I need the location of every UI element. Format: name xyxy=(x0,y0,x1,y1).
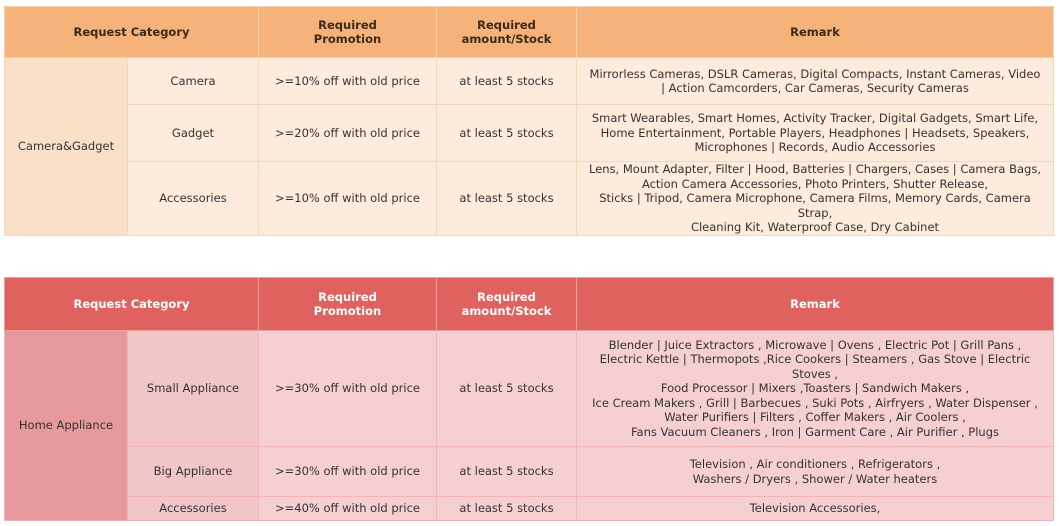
amount-cell: at least 5 stocks xyxy=(436,57,577,105)
subcategory-cell: Accessories xyxy=(127,496,259,521)
amount-cell: at least 5 stocks xyxy=(436,446,577,497)
subcategory-cell: Big Appliance xyxy=(127,446,259,497)
remark-line: Blender | Juice Extractors , Microwave |… xyxy=(608,337,1022,352)
header-request-category: Request Category xyxy=(4,277,259,331)
header-required-amount: Required amount/Stock xyxy=(436,6,577,58)
remark-cell: Mirrorless Cameras, DSLR Cameras, Digita… xyxy=(576,57,1054,105)
remark-line: Cleaning Kit, Waterproof Case, Dry Cabin… xyxy=(690,220,940,234)
subcategory-cell: Small Appliance xyxy=(127,330,259,447)
table-row: Camera&Gadget Camera >=10% off with old … xyxy=(4,57,1054,236)
remark-line: Sticks | Tripod, Camera Microphone, Came… xyxy=(599,191,1031,220)
remark-cell: Blender | Juice Extractors , Microwave |… xyxy=(576,330,1054,447)
header-line: Promotion xyxy=(313,32,382,46)
header-line: amount/Stock xyxy=(461,32,552,46)
table-row: Gadget >=20% off with old price at least… xyxy=(5,104,1054,162)
subcategory-cell: Gadget xyxy=(127,104,259,162)
remark-line: Mirrorless Cameras, DSLR Cameras, Digita… xyxy=(589,66,1041,81)
remark-line: Lens, Mount Adapter, Filter | Hood, Batt… xyxy=(589,162,1041,176)
header-required-promotion: Required Promotion xyxy=(258,6,437,58)
amount-cell: at least 5 stocks xyxy=(436,496,577,521)
header-line: Required xyxy=(477,17,536,32)
category-cell: Camera&Gadget xyxy=(4,57,128,236)
remark-line: Ice Cream Makers , Grill | Barbecues , S… xyxy=(592,395,1038,410)
header-line: Promotion xyxy=(313,304,382,318)
promotion-cell: >=10% off with old price xyxy=(258,57,437,105)
header-remark: Remark xyxy=(576,277,1054,331)
remark-cell: Television Accessories, xyxy=(576,496,1054,521)
amount-cell: at least 5 stocks xyxy=(436,330,577,447)
remark-line: Action Camera Accessories, Photo Printer… xyxy=(641,176,989,191)
header-request-category: Request Category xyxy=(4,6,259,58)
promotion-cell: >=40% off with old price xyxy=(258,496,437,521)
amount-cell: at least 5 stocks xyxy=(436,104,577,162)
header-line: Required xyxy=(477,289,536,304)
remark-line: Food Processor | Mixers ,Toasters | Sand… xyxy=(660,381,970,396)
promotion-cell: >=10% off with old price xyxy=(258,161,437,236)
header-line: amount/Stock xyxy=(461,304,552,318)
subcategory-cell: Accessories xyxy=(127,161,259,236)
camera-gadget-table: Request Category Required Promotion Requ… xyxy=(4,6,1054,236)
amount-cell: at least 5 stocks xyxy=(436,161,577,236)
table-row: Accessories >=10% off with old price at … xyxy=(5,161,1054,236)
remark-line: Microphones | Records, Audio Accessories xyxy=(694,140,936,155)
remark-line: Water Purifiers | Filters , Coffer Maker… xyxy=(664,410,966,425)
remark-line: Television Accessories, xyxy=(749,501,881,516)
promotion-cell: >=30% off with old price xyxy=(258,446,437,497)
remark-line: | Action Camcorders, Car Cameras, Securi… xyxy=(661,81,969,95)
promotion-cell: >=20% off with old price xyxy=(258,104,437,162)
category-cell: Home Appliance xyxy=(4,330,128,521)
remark-line: Electric Kettle | Thermopots ,Rice Cooke… xyxy=(599,352,1031,381)
remark-line: Fans Vacuum Cleaners , Iron | Garment Ca… xyxy=(630,424,1000,439)
table-header-row: Request Category Required Promotion Requ… xyxy=(4,277,1054,331)
subcategory-cell: Camera xyxy=(127,57,259,105)
remark-line: Home Entertainment, Portable Players, He… xyxy=(600,125,1030,140)
table-row: Home Appliance Small Appliance >=30% off… xyxy=(4,330,1054,521)
remark-cell: Television , Air conditioners , Refriger… xyxy=(576,446,1054,497)
header-remark: Remark xyxy=(576,6,1054,58)
header-line: Required xyxy=(318,289,377,304)
header-required-amount: Required amount/Stock xyxy=(436,277,577,331)
promotion-cell: >=30% off with old price xyxy=(258,330,437,447)
remark-cell: Lens, Mount Adapter, Filter | Hood, Batt… xyxy=(576,161,1054,236)
header-required-promotion: Required Promotion xyxy=(258,277,437,331)
remark-line: Washers / Dryers , Shower / Water heater… xyxy=(692,471,938,486)
home-appliance-table: Request Category Required Promotion Requ… xyxy=(4,277,1054,521)
remark-line: Television , Air conditioners , Refriger… xyxy=(689,457,941,471)
remark-line: Smart Wearables, Smart Homes, Activity T… xyxy=(591,111,1039,126)
remark-cell: Smart Wearables, Smart Homes, Activity T… xyxy=(576,104,1054,162)
table-row: Accessories >=40% off with old price at … xyxy=(5,496,1054,521)
header-line: Required xyxy=(318,17,377,32)
table-row: Big Appliance >=30% off with old price a… xyxy=(5,446,1054,497)
table-header-row: Request Category Required Promotion Requ… xyxy=(4,6,1054,58)
